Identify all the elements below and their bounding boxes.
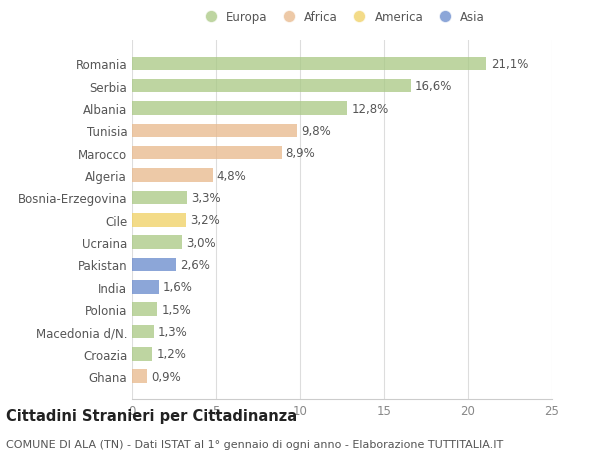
Text: 4,8%: 4,8% [217, 169, 247, 182]
Bar [132, 102, 347, 116]
Bar [132, 80, 411, 93]
Text: 12,8%: 12,8% [351, 102, 388, 115]
Bar [132, 57, 487, 71]
Text: 2,6%: 2,6% [180, 258, 210, 271]
Legend: Europa, Africa, America, Asia: Europa, Africa, America, Asia [194, 6, 490, 28]
Text: 3,2%: 3,2% [190, 214, 220, 227]
Text: 1,2%: 1,2% [157, 347, 186, 361]
Bar [132, 303, 157, 316]
Bar [132, 191, 187, 205]
Bar [132, 325, 154, 338]
Bar [132, 213, 186, 227]
Text: COMUNE DI ALA (TN) - Dati ISTAT al 1° gennaio di ogni anno - Elaborazione TUTTIT: COMUNE DI ALA (TN) - Dati ISTAT al 1° ge… [6, 440, 503, 449]
Bar [132, 169, 212, 182]
Text: 16,6%: 16,6% [415, 80, 452, 93]
Text: 8,9%: 8,9% [286, 147, 316, 160]
Text: 1,3%: 1,3% [158, 325, 188, 338]
Text: 3,0%: 3,0% [187, 236, 216, 249]
Text: 0,9%: 0,9% [151, 370, 181, 383]
Bar [132, 347, 152, 361]
Bar [132, 369, 147, 383]
Text: 1,5%: 1,5% [161, 303, 191, 316]
Text: 1,6%: 1,6% [163, 281, 193, 294]
Bar [132, 280, 159, 294]
Text: Cittadini Stranieri per Cittadinanza: Cittadini Stranieri per Cittadinanza [6, 408, 297, 423]
Bar [132, 258, 176, 272]
Text: 3,3%: 3,3% [191, 191, 221, 205]
Bar [132, 236, 182, 249]
Bar [132, 124, 296, 138]
Bar [132, 147, 281, 160]
Text: 9,8%: 9,8% [301, 125, 331, 138]
Text: 21,1%: 21,1% [491, 58, 528, 71]
